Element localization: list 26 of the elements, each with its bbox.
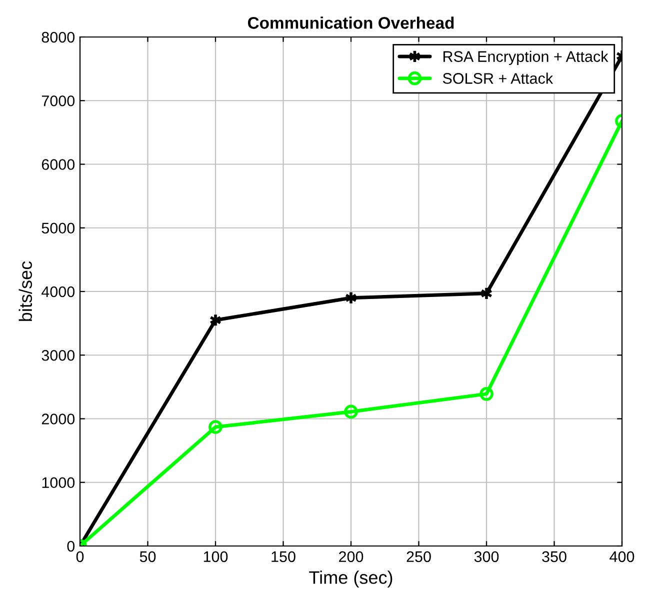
y-axis-title: bits/sec	[18, 261, 32, 321]
point	[208, 420, 222, 434]
y-tick-label: 8000	[42, 32, 75, 43]
x-tick-label: 0	[76, 551, 84, 562]
point	[344, 404, 358, 419]
y-tick-label: 4000	[42, 286, 75, 298]
y-tick-label: 6000	[42, 159, 75, 170]
y-tick-label: 2000	[42, 414, 75, 424]
y-tick-label: 7000	[42, 95, 75, 106]
x-tick-label: 150	[272, 551, 296, 562]
x-tick-label: 200	[339, 551, 364, 562]
x-tick-label: 300	[474, 551, 499, 562]
x-tick-label: 100	[204, 551, 228, 562]
chart-title: Communication Overhead	[248, 16, 454, 29]
x-tick-label: 250	[406, 551, 431, 562]
x-tick-label: 350	[542, 551, 566, 562]
point	[480, 386, 494, 401]
x-tick-label: 50	[140, 551, 156, 562]
x-tick-label: 400	[610, 551, 634, 562]
legend-label: RSA Encryption + Attack	[443, 50, 608, 65]
y-tick-label: 0	[67, 540, 75, 552]
y-tick-label: 5000	[42, 222, 75, 234]
y-tick-label: 3000	[42, 350, 75, 361]
legend-label: SOLSR + Attack	[442, 72, 554, 84]
y-tick-label: 1000	[42, 477, 75, 488]
x-axis-title: Time (sec)	[309, 570, 392, 588]
